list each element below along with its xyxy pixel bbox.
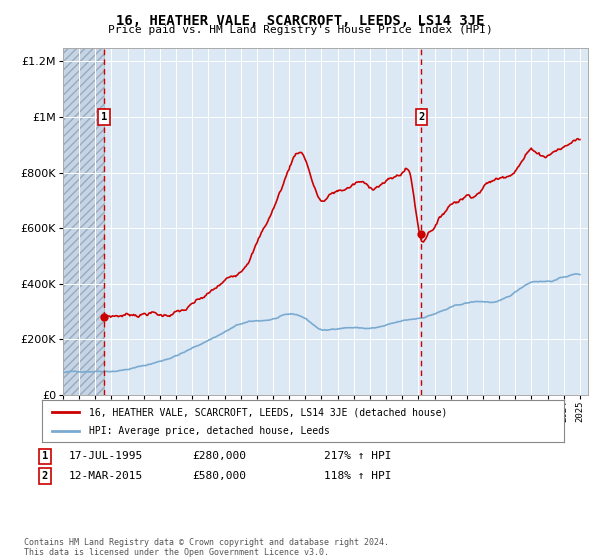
Text: HPI: Average price, detached house, Leeds: HPI: Average price, detached house, Leed… xyxy=(89,426,330,436)
Text: £280,000: £280,000 xyxy=(192,451,246,461)
Text: £580,000: £580,000 xyxy=(192,471,246,481)
Text: Price paid vs. HM Land Registry's House Price Index (HPI): Price paid vs. HM Land Registry's House … xyxy=(107,25,493,35)
Text: 16, HEATHER VALE, SCARCROFT, LEEDS, LS14 3JE (detached house): 16, HEATHER VALE, SCARCROFT, LEEDS, LS14… xyxy=(89,407,448,417)
Text: 12-MAR-2015: 12-MAR-2015 xyxy=(69,471,143,481)
Bar xyxy=(63,48,104,395)
Text: 118% ↑ HPI: 118% ↑ HPI xyxy=(324,471,392,481)
Text: 217% ↑ HPI: 217% ↑ HPI xyxy=(324,451,392,461)
Text: 17-JUL-1995: 17-JUL-1995 xyxy=(69,451,143,461)
Text: 2: 2 xyxy=(42,471,48,481)
Text: 1: 1 xyxy=(42,451,48,461)
Text: 1: 1 xyxy=(101,112,107,122)
Text: 2: 2 xyxy=(418,112,425,122)
Text: 16, HEATHER VALE, SCARCROFT, LEEDS, LS14 3JE: 16, HEATHER VALE, SCARCROFT, LEEDS, LS14… xyxy=(116,14,484,28)
Text: Contains HM Land Registry data © Crown copyright and database right 2024.
This d: Contains HM Land Registry data © Crown c… xyxy=(24,538,389,557)
